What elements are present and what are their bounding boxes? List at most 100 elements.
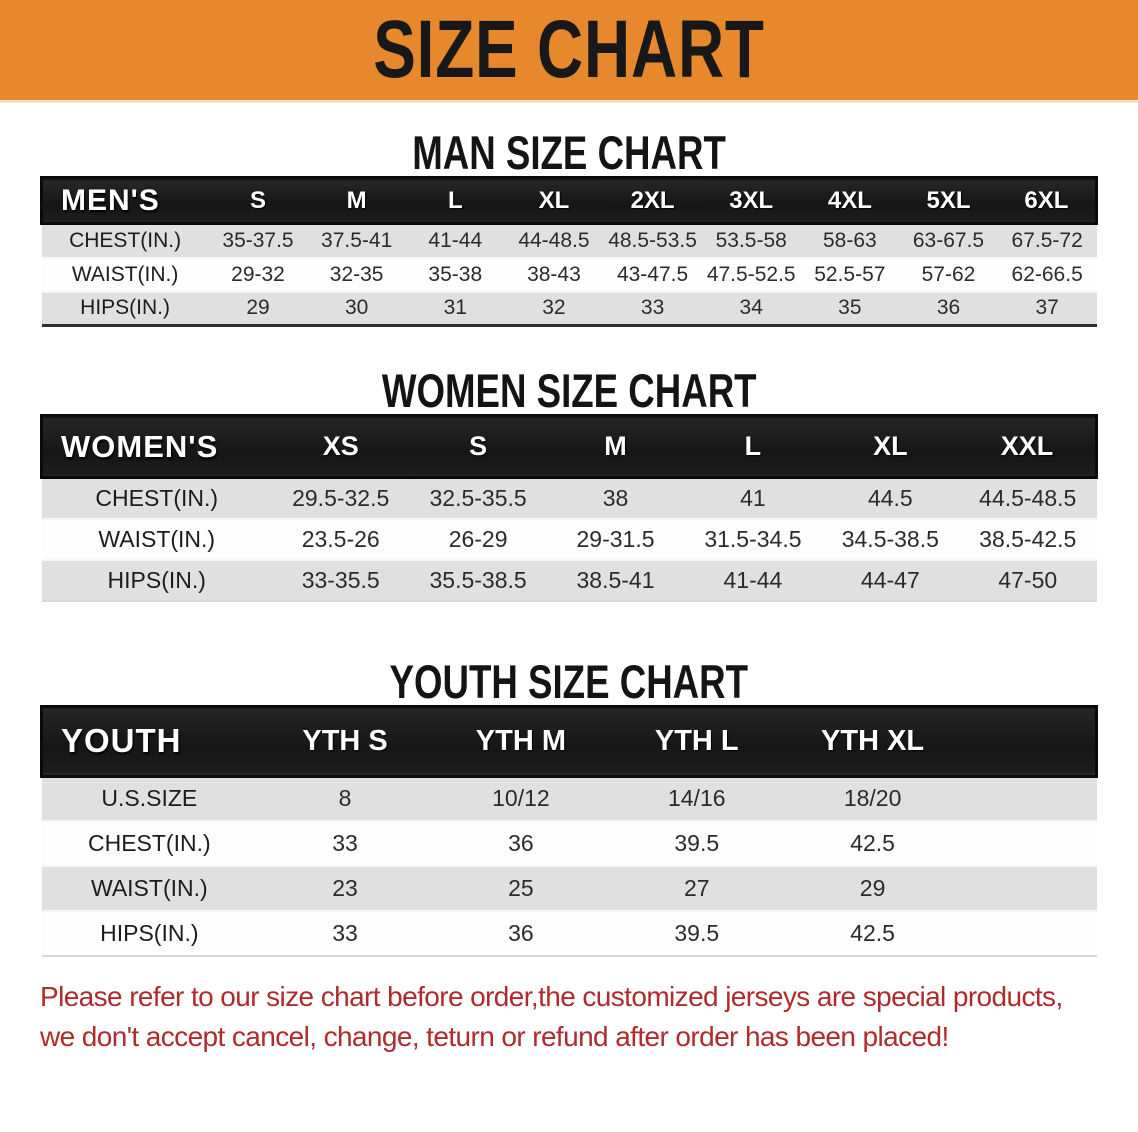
disclaimer-line-1: Please refer to our size chart before or… <box>40 981 1063 1012</box>
measurement-cell: 31 <box>443 296 467 320</box>
measurement-cell: 36 <box>936 296 961 320</box>
measurement-cell: 8 <box>338 785 352 812</box>
measurement-cell: 42.5 <box>850 920 895 946</box>
table-row: HIPS(IN.) 33-35.5 35.5-38.5 38.5-41 41-44 44-… <box>41 559 1097 601</box>
table-row: HIPS(IN.) 33 36 39.5 42.5 <box>41 911 1097 956</box>
measurement-cell: 67.5-72 <box>1011 228 1083 252</box>
measurement-cell: 29-32 <box>231 262 285 286</box>
measurement-cell: 23.5-26 <box>301 525 380 552</box>
measurement-cell: 36 <box>508 920 534 946</box>
measurement-cell: 43-47.5 <box>616 262 689 286</box>
size-column-header: XS <box>322 431 359 461</box>
table-row: CHEST(IN.) 35-37.5 37.5-41 41-44 44-48.5 48.5… <box>41 223 1097 258</box>
measurement-cell: 39.5 <box>674 920 720 946</box>
man-section-heading: MAN SIZE CHART <box>0 129 1138 176</box>
size-column-header: YTH L <box>654 724 739 757</box>
row-label: WAIST(IN.) <box>90 875 208 901</box>
size-column-header: XL <box>873 431 908 461</box>
measurement-cell: 33 <box>332 920 358 946</box>
youth-table-header: YOUTH YTH S YTH M YTH L YTH XL <box>41 706 1097 776</box>
men-header-row: MEN'S S M L XL 2XL 3XL 4XL 5XL 6XL <box>41 177 1097 224</box>
banner-title: SIZE CHART <box>373 4 765 95</box>
measurement-cell: 38.5-42.5 <box>979 525 1077 552</box>
measurement-cell: 29 <box>859 875 886 901</box>
men-table-header: MEN'S S M L XL 2XL 3XL 4XL 5XL 6XL <box>41 177 1097 224</box>
measurement-cell: 47-50 <box>998 566 1058 593</box>
women-size-table: WOMEN'S XS S M L XL XXL CHEST(IN.) 29.5-32.5 32.… <box>40 414 1098 602</box>
measurement-cell: 32.5-35.5 <box>429 484 527 511</box>
table-row: CHEST(IN.) 29.5-32.5 32.5-35.5 38 41 44.5 44.5… <box>41 477 1097 519</box>
size-column-header: YTH XL <box>821 724 925 757</box>
men-table-body: CHEST(IN.) 35-37.5 37.5-41 41-44 44-48.5 48.5… <box>41 223 1097 326</box>
size-column-header: L <box>744 431 762 461</box>
measurement-cell: 27 <box>683 875 710 901</box>
row-label: CHEST(IN.) <box>69 228 182 252</box>
men-size-table: MEN'S S M L XL 2XL 3XL 4XL 5XL 6XL CHEST(IN.) 35-3… <box>40 176 1098 327</box>
measurement-cell: 37 <box>1035 296 1059 320</box>
measurement-cell: 35-38 <box>428 262 483 286</box>
women-section-heading-text: WOMEN SIZE CHART <box>381 364 757 417</box>
disclaimer: Please refer to our size chart before or… <box>40 977 1138 1057</box>
women-header-row: WOMEN'S XS S M L XL XXL <box>41 415 1097 478</box>
size-column-header: XL <box>538 186 570 214</box>
measurement-cell: 34 <box>739 296 763 320</box>
size-column-header: 2XL <box>630 186 675 214</box>
measurement-cell: 29-31.5 <box>576 525 655 552</box>
measurement-cell: 42.5 <box>850 830 895 856</box>
row-label: CHEST(IN.) <box>87 830 211 856</box>
youth-table-body: U.S.SIZE 8 10/12 14/16 18/20 CHEST(IN.) 33 36 39… <box>41 776 1097 956</box>
measurement-cell: 38-43 <box>527 262 581 286</box>
measurement-cell: 33 <box>640 296 665 320</box>
measurement-cell: 62-66.5 <box>1011 262 1083 286</box>
table-row: U.S.SIZE 8 10/12 14/16 18/20 <box>41 776 1097 821</box>
row-label: HIPS(IN.) <box>107 566 206 593</box>
row-spacer-cell <box>961 821 1097 866</box>
measurement-cell: 35.5-38.5 <box>429 566 527 593</box>
measurement-cell: 26-29 <box>448 525 508 552</box>
row-label: HIPS(IN.) <box>100 920 199 946</box>
size-column-header: YTH S <box>302 724 388 757</box>
measurement-cell: 10/12 <box>492 785 550 812</box>
measurement-cell: 23 <box>332 875 358 901</box>
measurement-cell: 37.5-41 <box>321 228 393 252</box>
row-label: WAIST(IN.) <box>71 262 179 286</box>
row-label: U.S.SIZE <box>101 785 198 812</box>
youth-size-table: YOUTH YTH S YTH M YTH L YTH XL U.S.SIZE 8 10/1… <box>40 705 1098 958</box>
measurement-cell: 44-47 <box>860 566 920 593</box>
row-spacer-cell <box>961 776 1097 821</box>
header-spacer-cell <box>961 706 1097 776</box>
row-spacer-cell <box>961 866 1097 911</box>
table-row: WAIST(IN.) 23 25 27 29 <box>41 866 1097 911</box>
measurement-cell: 30 <box>344 296 369 320</box>
measurement-cell: 14/16 <box>667 785 726 812</box>
measurement-cell: 35-37.5 <box>222 228 294 252</box>
size-column-header: M <box>604 431 627 461</box>
size-column-header: YTH M <box>475 724 567 757</box>
measurement-cell: 38.5-41 <box>576 566 655 593</box>
women-table-header: WOMEN'S XS S M L XL XXL <box>41 415 1097 478</box>
table-row: WAIST(IN.) 23.5-26 26-29 29-31.5 31.5-34.5 34… <box>41 518 1097 560</box>
size-column-header: L <box>447 186 463 214</box>
row-label: CHEST(IN.) <box>95 484 219 511</box>
measurement-cell: 53.5-58 <box>715 228 787 252</box>
measurement-cell: 38 <box>602 484 629 511</box>
measurement-cell: 44-48.5 <box>518 228 590 252</box>
table-corner-label: WOMEN'S <box>61 428 219 464</box>
measurement-cell: 29.5-32.5 <box>292 484 390 511</box>
measurement-cell: 41-44 <box>723 566 783 593</box>
size-column-header: S <box>250 186 267 214</box>
measurement-cell: 31.5-34.5 <box>704 525 802 552</box>
size-chart-banner: SIZE CHART <box>0 0 1138 103</box>
measurement-cell: 33-35.5 <box>301 566 380 593</box>
measurement-cell: 29 <box>246 296 270 320</box>
size-column-header: M <box>346 186 367 214</box>
measurement-cell: 48.5-53.5 <box>608 228 697 252</box>
measurement-cell: 44.5-48.5 <box>979 484 1077 511</box>
table-row: WAIST(IN.) 29-32 32-35 35-38 38-43 43-47.5 47.… <box>41 257 1097 292</box>
measurement-cell: 47.5-52.5 <box>706 262 796 286</box>
size-column-header: 4XL <box>827 186 872 214</box>
measurement-cell: 44.5 <box>867 484 913 511</box>
size-column-header: 6XL <box>1024 186 1069 214</box>
measurement-cell: 63-67.5 <box>912 228 985 252</box>
youth-section-heading-text: YOUTH SIZE CHART <box>389 654 749 708</box>
